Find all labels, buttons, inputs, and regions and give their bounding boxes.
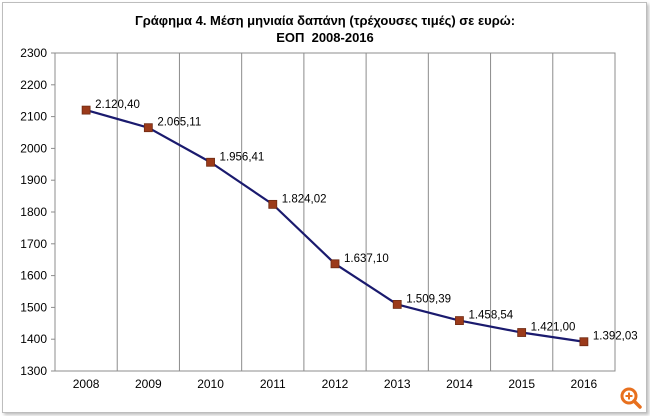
data-series	[81, 105, 589, 347]
chart-subtitle: ΕΟΠ 2008-2016	[276, 30, 374, 45]
zoom-in-button[interactable]	[619, 386, 643, 410]
x-tick-label: 2010	[197, 377, 224, 391]
y-tick-label: 2100	[20, 110, 47, 124]
data-label: 1.509,39	[406, 293, 451, 305]
y-tick-label: 1300	[20, 364, 47, 378]
zoom-in-icon	[620, 387, 642, 409]
y-tick-label: 2200	[20, 78, 47, 92]
series-line	[85, 109, 585, 343]
data-point-marker	[330, 259, 340, 269]
y-tick-label: 2300	[20, 46, 47, 60]
x-tick-label: 2012	[322, 377, 349, 391]
data-label: 1.458,54	[468, 310, 513, 322]
x-tick-label: 2016	[571, 377, 598, 391]
data-point-marker	[81, 105, 91, 115]
x-tick-label: 2014	[446, 377, 473, 391]
y-tick-label: 2000	[20, 141, 47, 155]
data-point-marker	[143, 123, 153, 133]
x-tick-label: 2013	[384, 377, 411, 391]
data-point-marker	[517, 328, 527, 337]
chart-title-block: Γράφημα 4. Μέση μηνιαία δαπάνη (τρέχουσε…	[0, 12, 650, 46]
data-label: 2.120,40	[95, 99, 140, 111]
data-label: 1.637,10	[344, 253, 389, 265]
x-tick-label: 2015	[508, 377, 535, 391]
y-tick-label: 1800	[20, 205, 47, 219]
data-point-marker	[455, 316, 464, 325]
data-label: 2.065,11	[157, 117, 201, 129]
y-axis-ticks: 1300 1400 1500 1600 1700 1800 1900 2000 2100 2200…	[20, 46, 55, 378]
x-axis-ticks: 2008 2009 2010 2011 2012 2013 2014 2015 2016	[73, 377, 598, 391]
data-point-marker	[206, 157, 215, 167]
y-tick-label: 1700	[20, 237, 47, 251]
data-labels: 2.120,40 2.065,11 1.956,41 1.824,02 1.637,10…	[95, 99, 638, 343]
data-label: 1.956,41	[220, 151, 265, 163]
data-label: 1.824,02	[282, 193, 327, 205]
y-tick-label: 1600	[20, 269, 47, 283]
data-point-marker	[579, 337, 589, 347]
x-tick-label: 2009	[135, 377, 162, 391]
data-point-marker	[392, 300, 402, 309]
y-tick-label: 1900	[20, 173, 47, 187]
y-tick-label: 1400	[20, 332, 47, 346]
data-point-marker	[268, 199, 278, 209]
x-tick-label: 2008	[73, 377, 100, 391]
x-tick-label: 2011	[260, 377, 286, 391]
chart-title: Γράφημα 4. Μέση μηνιαία δαπάνη (τρέχουσε…	[134, 13, 516, 28]
data-label: 1.421,00	[531, 322, 576, 334]
y-tick-label: 1500	[20, 300, 47, 314]
data-label: 1.392,03	[593, 331, 638, 343]
